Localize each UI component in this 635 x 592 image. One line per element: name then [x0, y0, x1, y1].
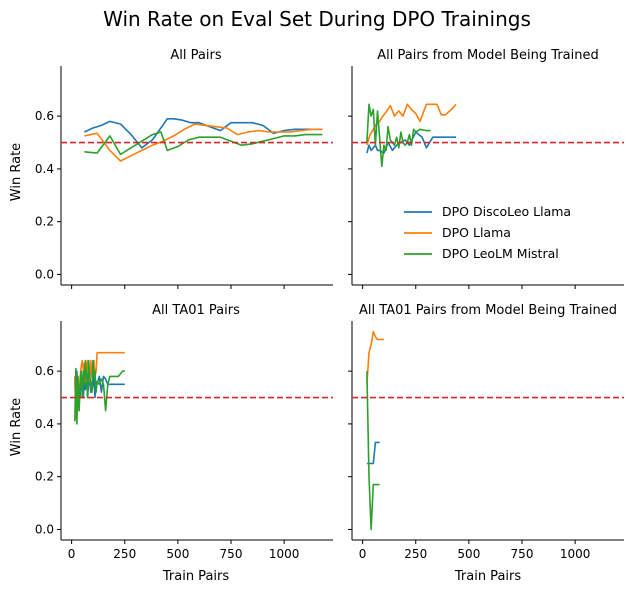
x-tick-label: 500 — [166, 547, 189, 561]
y-tick-label: 0.6 — [35, 364, 54, 378]
x-tick-label: 0 — [68, 547, 76, 561]
series-line-dpo-leolm-mistral — [74, 359, 125, 425]
series-line-dpo-discoleo-llama — [84, 118, 323, 149]
y-tick-label: 0.4 — [35, 162, 54, 176]
y-tick-label: 0.4 — [35, 417, 54, 431]
legend-label: DPO Llama — [442, 225, 511, 240]
y-tick-label: 0.6 — [35, 109, 54, 123]
x-tick-label: 1000 — [560, 547, 591, 561]
legend-label: DPO DiscoLeo Llama — [442, 204, 571, 219]
panel-all-pairs: All Pairs 0.0 0.2 0.4 0.6 — [35, 48, 333, 289]
x-axis-label-right: Train Pairs — [454, 569, 522, 584]
x-tick-label: 0 — [359, 547, 367, 561]
x-axis-label-left: Train Pairs — [162, 569, 230, 584]
panel-title: All Pairs from Model Being Trained — [377, 48, 598, 63]
x-tick-label: 750 — [220, 547, 243, 561]
y-axis-label-bottom: Win Rate — [9, 398, 24, 456]
series-line-dpo-leolm-mistral — [366, 103, 431, 168]
y-tick-label: 0.2 — [35, 215, 54, 229]
y-tick-label: 0.0 — [35, 267, 54, 281]
y-axis-label-top: Win Rate — [9, 143, 24, 201]
panel-all-ta01-pairs-from-model: All TA01 Pairs from Model Being Trained … — [348, 303, 624, 561]
x-tick-label: 250 — [404, 547, 427, 561]
series-line-dpo-leolm-mistral — [366, 371, 380, 531]
legend: DPO DiscoLeo Llama DPO Llama DPO LeoLM Mis… — [404, 204, 571, 261]
series-line-dpo-llama — [366, 330, 384, 385]
y-tick-label: 0.2 — [35, 470, 54, 484]
legend-label: DPO LeoLM Mistral — [442, 246, 559, 261]
y-tick-label: 0.0 — [35, 522, 54, 536]
x-tick-label: 1000 — [269, 547, 300, 561]
figure-title: Win Rate on Eval Set During DPO Training… — [103, 7, 531, 31]
x-tick-label: 750 — [511, 547, 534, 561]
x-tick-label: 250 — [113, 547, 136, 561]
panel-title: All TA01 Pairs from Model Being Trained — [359, 303, 617, 318]
panel-all-pairs-from-model: All Pairs from Model Being Trained — [348, 48, 624, 289]
series-line-dpo-llama — [84, 123, 323, 162]
panel-all-ta01-pairs: All TA01 Pairs 0.0 0.2 0.4 0.6 0 250 500 750 100… — [35, 303, 333, 561]
x-tick-label: 500 — [457, 547, 480, 561]
series-line-dpo-leolm-mistral — [84, 131, 323, 156]
panel-title: All Pairs — [170, 48, 221, 63]
panel-title: All TA01 Pairs — [152, 303, 240, 318]
